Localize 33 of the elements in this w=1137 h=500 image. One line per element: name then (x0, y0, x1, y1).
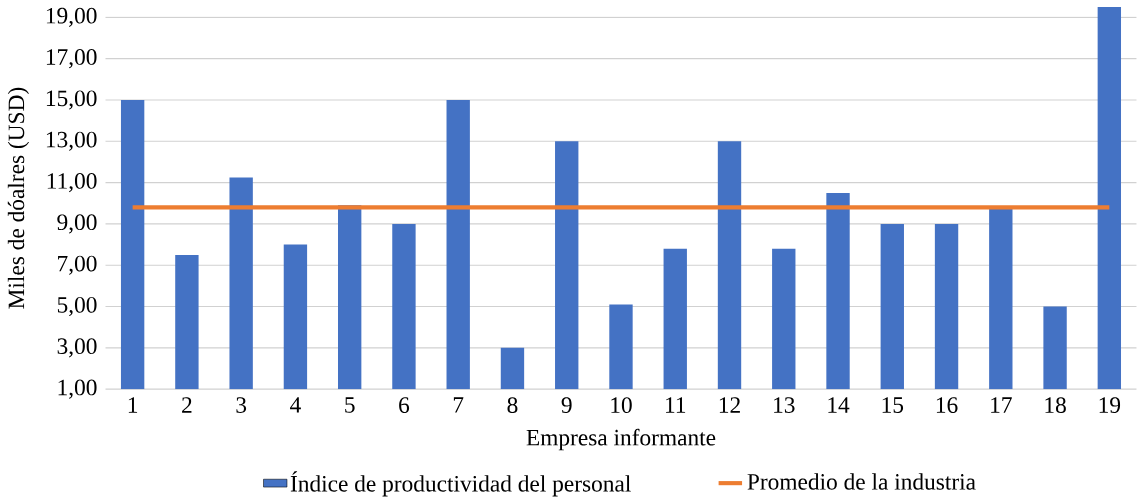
x-tick-label: 6 (399, 397, 410, 413)
y-tick-label: 9,00 (57, 214, 97, 234)
x-tick-label: 14 (828, 397, 850, 413)
x-tick-label: 12 (719, 397, 740, 413)
x-tick-label: 15 (882, 397, 904, 413)
legend-label: Índice de productividad del personal (290, 471, 631, 497)
x-tick-label: 5 (345, 397, 355, 413)
y-tick-label: 5,00 (57, 296, 97, 316)
x-tick-label: 7 (453, 397, 464, 413)
x-tick-label: 18 (1045, 397, 1066, 413)
x-tick-label: 8 (507, 397, 518, 413)
y-tick-label: 13,00 (46, 131, 97, 151)
x-tick-label: 1 (128, 397, 138, 413)
x-tick-label: 4 (290, 397, 301, 413)
y-tick-label: 1,00 (58, 379, 97, 399)
x-tick-label: 10 (611, 397, 632, 413)
x-tick-label: 9 (561, 397, 572, 413)
x-tick-label: 11 (666, 397, 686, 413)
y-tick-label: 7,00 (58, 255, 97, 275)
x-tick-label: 13 (774, 397, 795, 413)
x-axis-title: Empresa informante (526, 428, 716, 451)
legend-label: Promedio de la industria (747, 473, 976, 490)
y-tick-label: 11,00 (47, 172, 97, 192)
x-tick-label: 17 (991, 397, 1012, 413)
x-tick-label: 3 (236, 397, 247, 413)
y-tick-label: 15,00 (46, 90, 97, 110)
x-tick-label: 2 (182, 397, 192, 413)
y-tick-label: 17,00 (46, 48, 97, 69)
x-tick-label: 16 (936, 397, 958, 413)
y-axis-title: Miles de dóalres (USD) (7, 87, 30, 309)
y-tick-label: 3,00 (57, 338, 97, 358)
y-tick-label: 19,00 (46, 7, 97, 27)
x-tick-label: 19 (1099, 397, 1121, 413)
